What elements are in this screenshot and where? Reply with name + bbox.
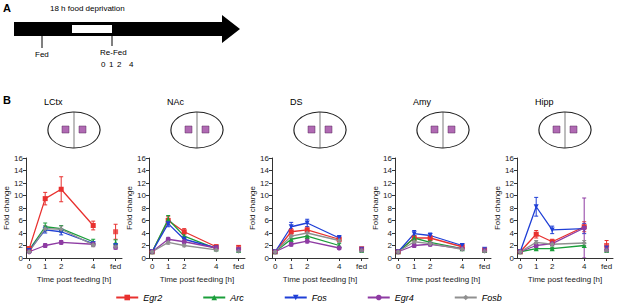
svg-text:8: 8: [19, 204, 24, 213]
svg-text:Fosb: Fosb: [482, 293, 502, 303]
svg-text:2: 2: [550, 262, 555, 271]
svg-text:0: 0: [518, 262, 523, 271]
svg-text:0: 0: [101, 60, 106, 69]
svg-text:fed: fed: [601, 262, 612, 271]
svg-text:12: 12: [505, 179, 514, 188]
svg-text:Fed: Fed: [35, 50, 49, 59]
svg-text:B: B: [3, 94, 11, 106]
svg-text:fed: fed: [110, 262, 121, 271]
svg-text:6: 6: [388, 216, 393, 225]
svg-text:Hipp: Hipp: [535, 97, 554, 107]
svg-text:fed: fed: [479, 262, 490, 271]
svg-text:4: 4: [142, 229, 147, 238]
svg-text:16: 16: [137, 154, 146, 163]
svg-text:10: 10: [137, 191, 146, 200]
svg-text:12: 12: [260, 179, 269, 188]
svg-text:16: 16: [505, 154, 514, 163]
svg-text:Time post feeding [h]: Time post feeding [h]: [528, 275, 602, 284]
svg-text:10: 10: [383, 191, 392, 200]
svg-text:14: 14: [260, 166, 269, 175]
svg-text:6: 6: [510, 216, 515, 225]
svg-text:10: 10: [14, 191, 23, 200]
svg-text:14: 14: [137, 166, 146, 175]
svg-text:2: 2: [265, 241, 270, 250]
svg-text:Fos: Fos: [312, 293, 328, 303]
svg-text:14: 14: [383, 166, 392, 175]
svg-text:16: 16: [383, 154, 392, 163]
svg-text:10: 10: [505, 191, 514, 200]
svg-text:8: 8: [142, 204, 147, 213]
svg-text:Fold change: Fold change: [125, 185, 134, 230]
svg-text:fed: fed: [233, 262, 244, 271]
svg-text:4: 4: [388, 229, 393, 238]
svg-text:Arc: Arc: [229, 293, 244, 303]
svg-text:2: 2: [305, 262, 310, 271]
svg-text:2: 2: [388, 241, 393, 250]
svg-text:Time post feeding [h]: Time post feeding [h]: [160, 275, 234, 284]
svg-text:2: 2: [428, 262, 433, 271]
svg-text:10: 10: [260, 191, 269, 200]
svg-text:2: 2: [19, 241, 24, 250]
svg-text:Egr4: Egr4: [395, 293, 414, 303]
svg-text:4: 4: [337, 262, 342, 271]
svg-text:Amy: Amy: [413, 97, 432, 107]
svg-text:0: 0: [27, 262, 32, 271]
svg-text:fed: fed: [356, 262, 367, 271]
svg-text:1: 1: [166, 262, 171, 271]
svg-text:8: 8: [265, 204, 270, 213]
svg-text:1: 1: [412, 262, 417, 271]
svg-text:Time post feeding [h]: Time post feeding [h]: [37, 275, 111, 284]
svg-text:0: 0: [510, 254, 515, 263]
svg-text:12: 12: [137, 179, 146, 188]
svg-text:LCtx: LCtx: [44, 97, 63, 107]
svg-text:2: 2: [59, 262, 64, 271]
svg-text:1: 1: [43, 262, 48, 271]
svg-text:Fold change: Fold change: [493, 185, 502, 230]
svg-text:1: 1: [289, 262, 294, 271]
svg-text:A: A: [3, 2, 11, 14]
svg-text:Fold change: Fold change: [2, 185, 11, 230]
svg-text:16: 16: [14, 154, 23, 163]
svg-text:6: 6: [19, 216, 24, 225]
svg-text:14: 14: [14, 166, 23, 175]
svg-text:4: 4: [129, 60, 134, 69]
svg-text:2: 2: [142, 241, 147, 250]
svg-text:2: 2: [117, 60, 122, 69]
svg-text:0: 0: [388, 254, 393, 263]
svg-text:8: 8: [388, 204, 393, 213]
svg-text:0: 0: [396, 262, 401, 271]
svg-text:0: 0: [142, 254, 147, 263]
svg-text:4: 4: [19, 229, 24, 238]
svg-text:DS: DS: [290, 97, 303, 107]
svg-text:Time post feeding [h]: Time post feeding [h]: [283, 275, 357, 284]
svg-text:4: 4: [582, 262, 587, 271]
svg-text:2: 2: [510, 241, 515, 250]
svg-text:4: 4: [510, 229, 515, 238]
svg-text:0: 0: [150, 262, 155, 271]
svg-text:2: 2: [182, 262, 187, 271]
svg-text:16: 16: [260, 154, 269, 163]
svg-text:Time post feeding [h]: Time post feeding [h]: [406, 275, 480, 284]
svg-text:4: 4: [91, 262, 96, 271]
svg-text:12: 12: [14, 179, 23, 188]
svg-text:8: 8: [510, 204, 515, 213]
svg-text:6: 6: [265, 216, 270, 225]
svg-text:1: 1: [534, 262, 539, 271]
svg-text:4: 4: [460, 262, 465, 271]
svg-text:0: 0: [273, 262, 278, 271]
svg-text:NAc: NAc: [167, 97, 185, 107]
svg-text:0: 0: [265, 254, 270, 263]
svg-text:Fold change: Fold change: [248, 185, 257, 230]
svg-text:18 h food deprivation: 18 h food deprivation: [50, 4, 125, 13]
svg-text:0: 0: [19, 254, 24, 263]
svg-text:6: 6: [142, 216, 147, 225]
svg-text:4: 4: [265, 229, 270, 238]
svg-text:12: 12: [383, 179, 392, 188]
svg-text:Egr2: Egr2: [143, 293, 162, 303]
svg-text:4: 4: [214, 262, 219, 271]
svg-text:14: 14: [505, 166, 514, 175]
svg-text:1: 1: [109, 60, 114, 69]
svg-text:Re-Fed: Re-Fed: [100, 48, 127, 57]
svg-text:Fold change: Fold change: [371, 185, 380, 230]
